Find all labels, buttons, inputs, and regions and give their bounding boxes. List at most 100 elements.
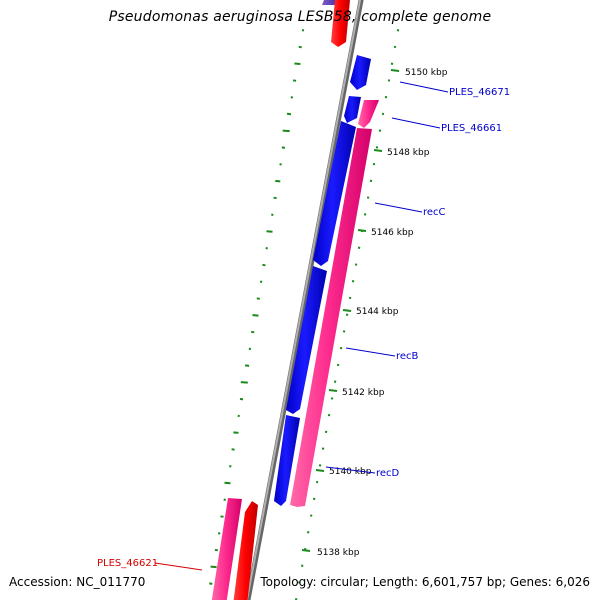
gc-dot — [357, 246, 361, 249]
tick-label-5148: 5148 kbp — [387, 148, 430, 158]
gc-dot — [239, 397, 244, 401]
gc-dot — [233, 431, 239, 434]
gc-dot — [248, 347, 252, 351]
gc-dot — [387, 79, 391, 82]
cds-recB[interactable] — [286, 266, 327, 414]
gc-dot — [294, 62, 301, 65]
cds-PLES_46661[interactable] — [344, 96, 361, 123]
gc-dot — [271, 213, 274, 216]
cds-PLES_46621[interactable] — [211, 498, 242, 600]
gc-dot — [378, 129, 382, 132]
gc-dot — [214, 548, 219, 552]
cds-forward-pink-top[interactable] — [358, 100, 379, 128]
gc-dot — [393, 45, 397, 49]
gc-dot — [279, 163, 282, 166]
gc-dot — [303, 547, 307, 551]
gc-dot — [354, 263, 358, 266]
gc-dot — [309, 514, 313, 517]
reverse-strand-features — [274, 0, 371, 506]
gc-dot — [281, 146, 286, 149]
gc-dot — [384, 95, 388, 99]
gc-dot — [240, 381, 248, 384]
tick-label-5138: 5138 kbp — [317, 548, 360, 558]
gc-dot — [312, 497, 316, 501]
gc-dot — [265, 247, 268, 250]
tick-label-5142: 5142 kbp — [342, 388, 385, 398]
gc-dot — [375, 146, 379, 149]
gene-labels: PLES_46671 PLES_46661 recC recB recD PLE… — [97, 87, 510, 569]
cds-forward-pink-long[interactable] — [290, 128, 372, 507]
gc-dot — [327, 413, 331, 417]
cds-recD[interactable] — [274, 415, 300, 506]
gc-dot — [363, 213, 367, 216]
gene-label-PLES_46621[interactable]: PLES_46621 — [97, 558, 158, 569]
gc-dot — [369, 179, 373, 183]
gene-label-recB[interactable]: recB — [396, 351, 419, 362]
tick-mark — [373, 149, 383, 152]
gene-label-PLES_46671[interactable]: PLES_46671 — [449, 87, 510, 98]
tick-mark — [328, 389, 338, 392]
forward-strand-features — [211, 0, 379, 600]
gc-dot — [306, 531, 310, 534]
gc-dot — [300, 564, 304, 567]
tick-mark — [342, 309, 352, 312]
gc-dot — [297, 581, 301, 584]
gc-dot — [275, 179, 281, 183]
scale-tick-marks — [301, 69, 400, 552]
gc-dot — [390, 62, 394, 65]
tick-mark — [301, 549, 311, 552]
gc-dot — [324, 430, 328, 434]
gc-dot — [237, 414, 240, 418]
gc-dot — [286, 112, 292, 116]
gc-dot — [220, 515, 224, 518]
gc-dot — [229, 465, 232, 468]
topology-info: Topology: circular; Length: 6,601,757 bp… — [260, 575, 590, 589]
rna-top-red — [331, 0, 350, 47]
tick-label-5150: 5150 kbp — [405, 68, 448, 78]
gc-dot — [217, 532, 221, 535]
gene-label-recD[interactable]: recD — [376, 468, 400, 479]
gc-dot — [290, 96, 294, 99]
gc-dot — [294, 598, 298, 600]
map-title: Pseudomonas aeruginosa LESB58, complete … — [108, 9, 492, 25]
tick-label-5140: 5140 kbp — [329, 467, 372, 477]
gc-dot — [315, 480, 319, 484]
gc-dot — [209, 582, 213, 585]
gc-dot — [336, 363, 340, 367]
gc-dot — [292, 79, 297, 82]
tick-mark — [390, 69, 400, 72]
cds-PLES_46671[interactable] — [350, 55, 371, 90]
gc-dot — [366, 196, 370, 199]
gc-dot — [273, 196, 277, 200]
gene-label-leaders — [154, 81, 449, 571]
gc-dot — [298, 45, 302, 49]
gc-dot — [266, 230, 273, 233]
gc-dot — [252, 314, 259, 317]
cds-recC[interactable] — [313, 121, 356, 266]
gene-label-recC[interactable]: recC — [423, 207, 446, 218]
gc-dot — [381, 112, 385, 116]
cds-top-reverse — [322, 0, 338, 5]
tick-label-5144: 5144 kbp — [356, 307, 399, 317]
gc-dot — [333, 380, 337, 383]
gc-dot — [348, 296, 352, 300]
gene-label-PLES_46661[interactable]: PLES_46661 — [441, 123, 502, 134]
sequence-backbone — [245, 0, 364, 600]
gc-dot — [372, 162, 376, 166]
gc-dot — [223, 498, 226, 501]
gc-dot — [351, 280, 355, 283]
rna-bottom-red[interactable] — [233, 501, 258, 600]
gc-dot — [318, 464, 322, 467]
gc-dot — [321, 447, 325, 450]
scale-tick-labels: 5150 kbp 5148 kbp 5146 kbp 5144 kbp 5142… — [317, 68, 448, 558]
gc-dot — [345, 313, 349, 316]
gc-dot — [301, 29, 305, 32]
gc-dot — [282, 129, 290, 133]
gc-dot — [342, 330, 346, 333]
tick-label-5146: 5146 kbp — [371, 228, 414, 238]
gc-dot — [231, 448, 235, 451]
gc-dot — [259, 280, 263, 283]
gc-dot — [262, 263, 266, 267]
